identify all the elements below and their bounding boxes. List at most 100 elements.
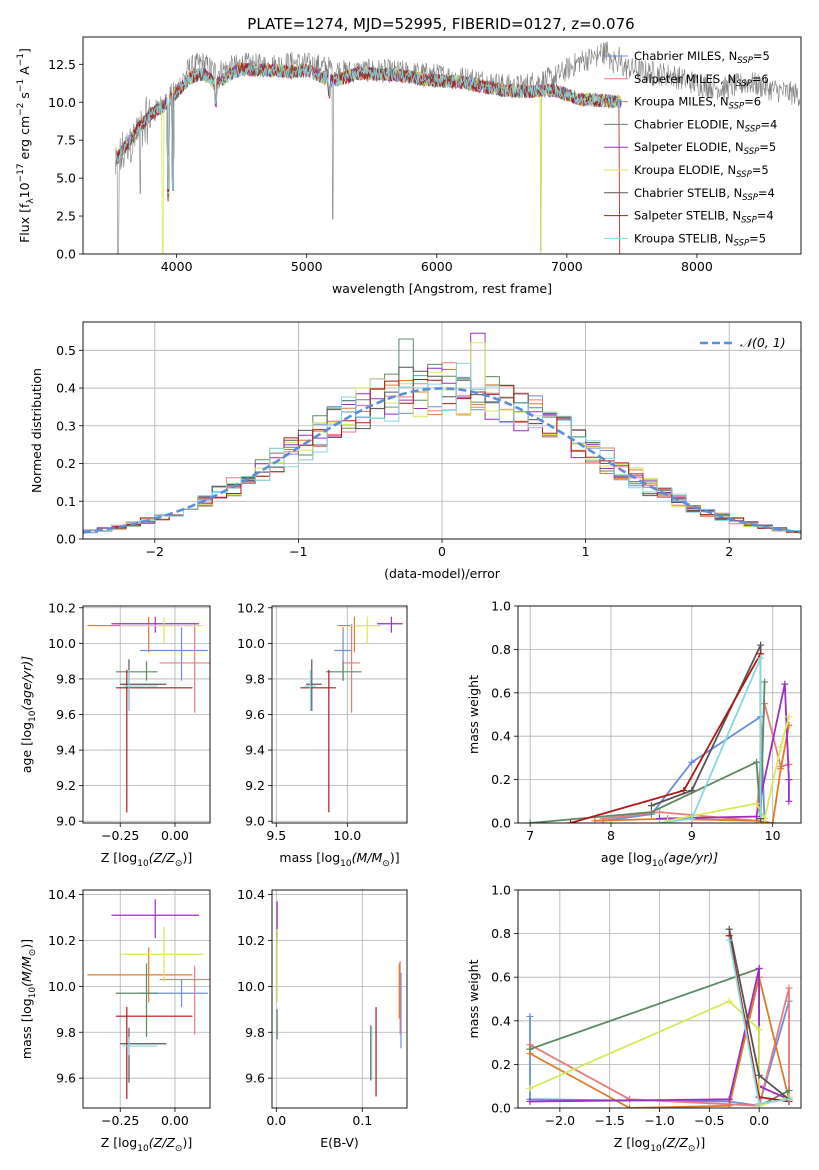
x-tick-label: −0.25 <box>101 1113 139 1128</box>
y-tick-label: 9.0 <box>245 814 265 829</box>
label-part: −2 <box>16 103 26 116</box>
x-tick-label: −0.25 <box>101 828 139 843</box>
plot-area <box>115 41 800 254</box>
y-tick-label: 9.8 <box>245 671 265 686</box>
y-tick-label: 9.8 <box>56 1025 76 1040</box>
weight-marker <box>688 786 696 794</box>
y-tick-label: 9.8 <box>56 671 76 686</box>
x-tick-label: 0.0 <box>749 1113 769 1128</box>
legend-name: Salpeter STELIB, N <box>634 209 741 223</box>
label-part: )] <box>390 850 400 865</box>
y-tick-label: 9.0 <box>56 814 76 829</box>
mass-vs-ebv-panel: 0.0 0.1 9.6 9.8 10.0 10.2 10.4 E(B-V) <box>237 887 408 1150</box>
y-tick-label: 9.6 <box>245 1071 265 1086</box>
label-part: ⊙ <box>382 859 390 869</box>
x-axis-label: Z [log10(Z/Z⊙)] <box>614 1135 705 1154</box>
x-tick-label: 2 <box>725 544 733 559</box>
y-tick-label: 0.0 <box>56 247 76 262</box>
y-tick-label: 0.0 <box>491 816 511 831</box>
y-tick-label: 0.5 <box>56 343 76 358</box>
y-axis-label: mass [log10(M/M⊙)] <box>19 939 38 1059</box>
weight-marker <box>526 1045 534 1053</box>
label-part: mass [log <box>19 998 34 1059</box>
weight-marker <box>785 1087 793 1095</box>
label-part: 10 <box>28 710 38 722</box>
y-tick-label: 10.2 <box>48 933 76 948</box>
y-tick-label: 9.6 <box>245 707 265 722</box>
plot-area <box>87 616 210 813</box>
legend-name: Chabrier STELIB, N <box>634 186 742 200</box>
label-part: Z [log <box>614 1135 650 1150</box>
axes-frame <box>82 36 802 255</box>
x-axis-label: (data-model)/error <box>384 566 501 581</box>
x-tick-label: 0.1 <box>352 1113 372 1128</box>
weight-line <box>659 657 762 823</box>
label-part: ⊙ <box>175 1144 183 1154</box>
residuals-panel: −2 −1 0 1 2 0.0 0.1 0.2 0.3 0.4 0.5 (data-model)/er… <box>29 321 802 581</box>
weight-marker <box>755 1100 763 1108</box>
data-point-errorbar <box>306 659 322 711</box>
y-axis-label: Flux [fλ10−17 erg cm−2 s−1 A−1] <box>16 48 36 243</box>
label-part: −1 <box>16 53 26 66</box>
weight-marker <box>526 1097 534 1105</box>
legend-suffix: =5 <box>753 49 770 63</box>
x-tick-label: 9.5 <box>266 828 286 843</box>
x-tick-label: 9 <box>688 828 696 843</box>
label-part: mass [log <box>279 850 340 865</box>
figure-title: PLATE=1274, MJD=52995, FIBERID=0127, z=0… <box>247 15 634 33</box>
legend-sub: SSP <box>741 216 757 226</box>
legend-sub: SSP <box>744 147 760 157</box>
weight-marker <box>688 815 696 823</box>
data-point-errorbar <box>159 623 210 713</box>
label-part: 10 <box>650 1144 662 1154</box>
data-point-errorbar <box>300 670 336 813</box>
x-tick-label: −1.5 <box>594 1113 624 1128</box>
label-part: (Z/Z <box>149 1135 176 1150</box>
legend-name: Salpeter MILES, N <box>634 72 736 86</box>
label-part: s <box>17 92 32 103</box>
legend-name: Kroupa MILES, N <box>634 95 729 109</box>
spectrum-panel: 4000 5000 6000 7000 8000 0.0 2.5 5.0 7.5 10.0 12.5… <box>16 36 802 296</box>
legend-entry: Chabrier STELIB, NSSP=4 <box>634 186 775 203</box>
legend-name: Kroupa ELODIE, N <box>634 163 736 177</box>
y-tick-label: 0.6 <box>491 970 511 985</box>
label-part: Z [log <box>101 850 137 865</box>
weight-marker <box>757 810 765 818</box>
x-axis-label: Z [log10(Z/Z⊙)] <box>101 1135 192 1154</box>
age-vs-metallicity-panel: −0.25 0.009.09.29.49.69.810.010.2Z [log10… <box>19 600 211 869</box>
label-part: (M/M <box>352 850 383 865</box>
legend-name: Salpeter ELODIE, N <box>634 140 744 154</box>
weight-marker <box>725 925 733 933</box>
plot-area <box>300 616 403 813</box>
y-tick-label: 10.0 <box>48 979 76 994</box>
x-tick-label: 7 <box>526 828 534 843</box>
data-point-errorbar <box>111 616 200 633</box>
label-part: 10 <box>652 859 664 869</box>
plot-area <box>276 901 402 1097</box>
x-axis-label: wavelength [Angstrom, rest frame] <box>332 281 552 296</box>
y-tick-label: 0.1 <box>56 494 76 509</box>
data-point-errorbar <box>377 616 403 633</box>
label-part: λ <box>26 198 36 204</box>
label-part: 10 <box>17 182 32 198</box>
legend-suffix: =4 <box>758 186 775 200</box>
label-part: Z [log <box>101 1135 137 1150</box>
x-tick-label: 6000 <box>421 259 453 274</box>
y-axis-label: mass weight <box>466 959 481 1038</box>
legend-suffix: =6 <box>744 95 761 109</box>
y-tick-label: 0.4 <box>491 729 511 744</box>
weight-marker <box>647 802 655 810</box>
y-tick-label: 1.0 <box>491 599 511 614</box>
weight-marker <box>785 776 793 784</box>
x-axis-label: E(B-V) <box>320 1135 359 1150</box>
legend-suffix: =6 <box>752 72 769 86</box>
weight-marker <box>777 743 785 751</box>
label-part: (M/M <box>19 956 34 987</box>
y-tick-label: 9.2 <box>56 778 76 793</box>
weight-marker <box>626 1104 634 1108</box>
label-part: )] <box>19 939 34 949</box>
axes-frame <box>271 889 408 1109</box>
weight-marker <box>725 1095 733 1103</box>
label-part: )] <box>182 850 192 865</box>
